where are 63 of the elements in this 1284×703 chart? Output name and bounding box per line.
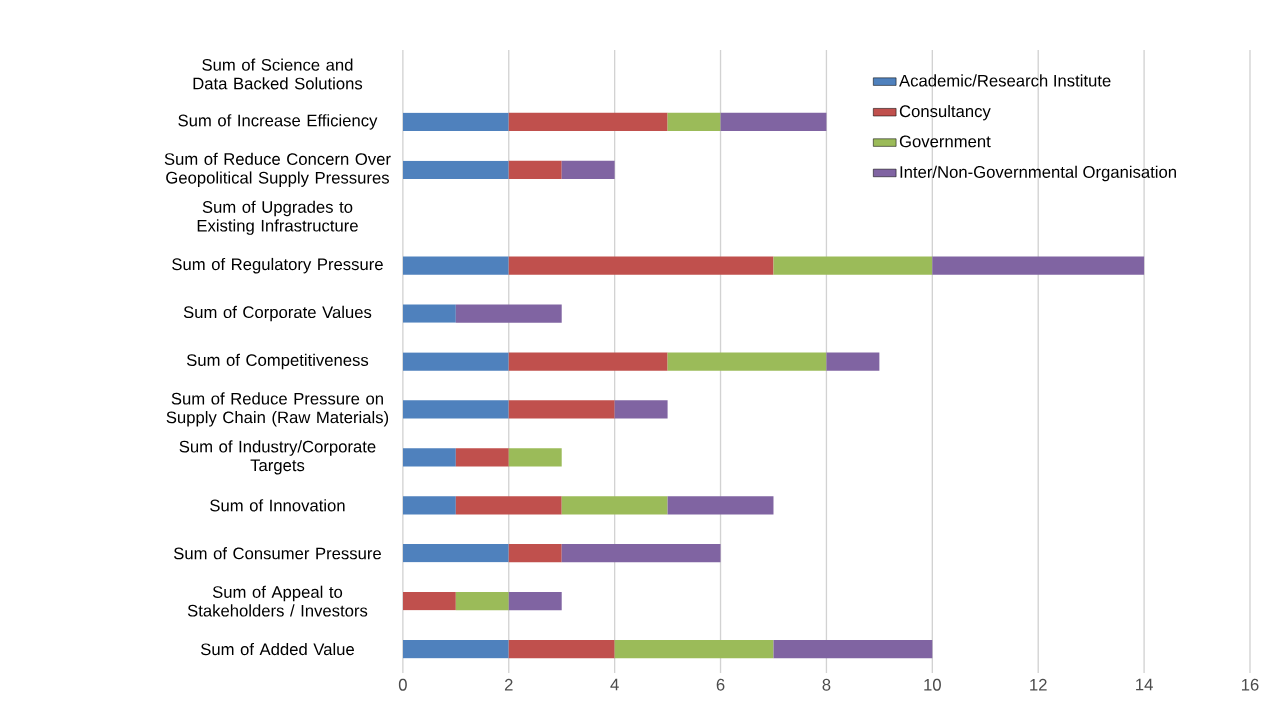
y-tick-label: Sum of Regulatory Pressure (172, 257, 383, 274)
bar (614, 639, 774, 659)
bar (508, 639, 615, 659)
bar (455, 496, 562, 515)
x-tick-label: 12 (1030, 678, 1047, 691)
bar (826, 352, 880, 371)
bar (773, 256, 933, 275)
bar (402, 639, 509, 659)
x-tick-label: 16 (1242, 678, 1259, 691)
y-tick-label: Sum of Industry/Corporate Targets (179, 440, 376, 475)
bar (402, 448, 456, 467)
x-tick-label: 14 (1136, 678, 1153, 691)
y-tick-label: Sum of Upgrades to Existing Infrastructure (197, 200, 358, 235)
bar (402, 304, 456, 323)
bar (561, 160, 615, 179)
x-tick-label: 4 (610, 678, 619, 691)
y-tick-label: Sum of Science and Data Backed Solutions (193, 58, 363, 90)
bar (402, 256, 509, 275)
bar (455, 592, 509, 611)
bar (561, 496, 668, 515)
bar (667, 496, 774, 515)
bar (773, 639, 933, 659)
bar (667, 352, 827, 371)
bar (402, 592, 456, 611)
y-tick-label: Sum of Reduce Concern Over Geopolitical Supply Pressures (164, 152, 391, 187)
y-tick-label: Sum of Added Value (200, 642, 354, 656)
bar (508, 592, 562, 611)
bar (508, 448, 562, 467)
legend-label: Inter/Non-Governmental Organisation (900, 165, 1176, 182)
bar (508, 400, 615, 419)
bar (402, 352, 509, 371)
bar (667, 112, 721, 131)
bar (402, 112, 509, 131)
y-tick-label: Sum of Reduce Pressure on Supply Chain (Raw Materials) (166, 392, 389, 427)
legend-label: Government (899, 135, 991, 148)
y-tick-label: Sum of Innovation (210, 499, 345, 512)
legend-label: Academic/Research Institute (899, 74, 1111, 87)
x-tick-label: 8 (822, 678, 831, 691)
bar (455, 448, 509, 467)
bar (402, 160, 509, 179)
bar (932, 256, 1145, 275)
x-tick-label: 10 (924, 678, 941, 691)
bar (508, 112, 668, 131)
bar (508, 256, 774, 275)
bar (720, 112, 827, 131)
x-tick-label: 0 (398, 678, 407, 691)
x-tick-label: 6 (716, 678, 725, 691)
bar (402, 496, 456, 515)
bar (508, 160, 562, 179)
bar (561, 544, 721, 563)
legend-label: Consultancy (899, 104, 991, 121)
bar (402, 400, 509, 419)
y-tick-label: Sum of Corporate Values (183, 305, 372, 322)
y-tick-label: Sum of Consumer Pressure (173, 547, 381, 560)
y-tick-label: Sum of Appeal to Stakeholders / Investors (187, 585, 368, 617)
y-tick-label: Sum of Competitiveness (186, 353, 369, 370)
bar (614, 400, 668, 419)
bar (508, 544, 562, 563)
y-tick-label: Sum of Increase Efficiency (178, 114, 378, 130)
bar (455, 304, 562, 323)
x-tick-label: 2 (504, 678, 513, 691)
bar (402, 544, 509, 563)
bar (508, 352, 668, 371)
